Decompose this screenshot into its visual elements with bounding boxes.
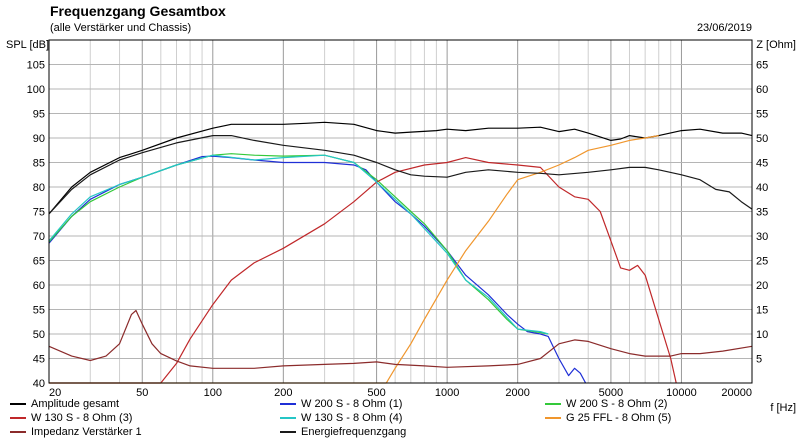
legend-swatch xyxy=(280,417,296,419)
series-lines xyxy=(48,121,753,384)
chart-date: 23/06/2019 xyxy=(696,22,752,34)
legend-swatch xyxy=(10,417,26,419)
y2-tick-label: 30 xyxy=(756,231,768,243)
y-tick-label: 55 xyxy=(33,305,45,317)
legend-item: G 25 FFL - 8 Ohm (5) xyxy=(545,412,671,424)
series-line-w-130-s-8-ohm-4 xyxy=(48,154,549,335)
x-tick-label: 2000 xyxy=(505,387,529,399)
x-tick-label: 1000 xyxy=(435,387,459,399)
y2-tick-label: 55 xyxy=(756,109,768,121)
y2-tick-label: 5 xyxy=(756,354,762,366)
y-tick-label: 85 xyxy=(33,158,45,170)
legend-swatch xyxy=(280,431,296,433)
chart-subtitle: (alle Verstärker und Chassis) xyxy=(50,22,192,34)
series-line-w-200-s-8-ohm-2 xyxy=(48,153,549,335)
legend-item: Amplitude gesamt xyxy=(10,398,119,410)
chart-title: Frequenzgang Gesamtbox xyxy=(50,3,226,19)
y-tick-label: 100 xyxy=(27,84,45,96)
y2-tick-label: 25 xyxy=(756,256,768,268)
x-axis-label: f [Hz] xyxy=(770,402,796,414)
legend-item: W 130 S - 8 Ohm (4) xyxy=(280,412,402,424)
y-tick-label: 95 xyxy=(33,109,45,121)
y2-tick-label: 45 xyxy=(756,158,768,170)
series-line-energiefrequenzgang xyxy=(48,135,753,215)
legend-label: G 25 FFL - 8 Ohm (5) xyxy=(566,412,672,424)
legend-label: W 130 S - 8 Ohm (4) xyxy=(301,412,403,424)
legend-swatch xyxy=(10,403,26,405)
y2-tick-label: 10 xyxy=(756,329,768,341)
legend-item: W 130 S - 8 Ohm (3) xyxy=(10,412,132,424)
series-line-w-130-s-8-ohm-3 xyxy=(49,157,677,384)
legend-label: W 200 S - 8 Ohm (1) xyxy=(301,398,403,410)
series-line-w-200-s-8-ohm-1 xyxy=(48,155,587,384)
legend-label: Amplitude gesamt xyxy=(31,398,120,410)
y-tick-label: 45 xyxy=(33,354,45,366)
plot-frame xyxy=(48,39,753,384)
y-tick-label: 75 xyxy=(33,207,45,219)
x-tick-label: 500 xyxy=(367,387,385,399)
y2-tick-label: 50 xyxy=(756,133,768,145)
y-axis-label: SPL [dB] xyxy=(6,39,49,51)
axis-ticks: 40 45 50 55 60 65 70 75 80 85 90 95 100 105 5 10 15 20 25 3… xyxy=(27,60,769,400)
y2-tick-label: 40 xyxy=(756,182,768,194)
y-tick-label: 65 xyxy=(33,256,45,268)
legend-item: W 200 S - 8 Ohm (2) xyxy=(545,398,667,410)
legend-label: W 130 S - 8 Ohm (3) xyxy=(31,412,133,424)
legend-label: Impedanz Verstärker 1 xyxy=(31,426,142,438)
y-tick-label: 80 xyxy=(33,182,45,194)
y-tick-label: 60 xyxy=(33,280,45,292)
legend-swatch xyxy=(545,403,561,405)
x-tick-label: 20 xyxy=(49,387,61,399)
grid xyxy=(48,39,753,384)
x-tick-label: 5000 xyxy=(599,387,623,399)
y-tick-label: 90 xyxy=(33,133,45,145)
y2-axis-label: Z [Ohm] xyxy=(756,39,796,51)
legend-swatch xyxy=(280,403,296,405)
x-tick-label: 20000 xyxy=(721,387,752,399)
legend-label: W 200 S - 8 Ohm (2) xyxy=(566,398,668,410)
series-line-impedanz-verst-rker-1 xyxy=(48,309,753,369)
y2-tick-label: 20 xyxy=(756,280,768,292)
legend-label: Energiefrequenzgang xyxy=(301,426,407,438)
legend-item: Energiefrequenzgang xyxy=(280,426,406,438)
y2-tick-label: 65 xyxy=(756,60,768,72)
y2-tick-label: 60 xyxy=(756,84,768,96)
x-tick-label: 50 xyxy=(136,387,148,399)
y2-tick-label: 35 xyxy=(756,207,768,219)
y-tick-label: 70 xyxy=(33,231,45,243)
y-tick-label: 105 xyxy=(27,60,45,72)
series-line-g-25-ffl-8-ohm-5 xyxy=(49,135,659,384)
y-tick-label: 40 xyxy=(33,378,45,390)
legend-item: Impedanz Verstärker 1 xyxy=(10,426,142,438)
y2-tick-label: 15 xyxy=(756,305,768,317)
legend-swatch xyxy=(545,417,561,419)
y-tick-label: 50 xyxy=(33,329,45,341)
legend-swatch xyxy=(10,431,26,433)
legend-item: W 200 S - 8 Ohm (1) xyxy=(280,398,402,410)
x-tick-label: 200 xyxy=(274,387,292,399)
x-tick-label: 100 xyxy=(204,387,222,399)
x-tick-label: 10000 xyxy=(666,387,697,399)
